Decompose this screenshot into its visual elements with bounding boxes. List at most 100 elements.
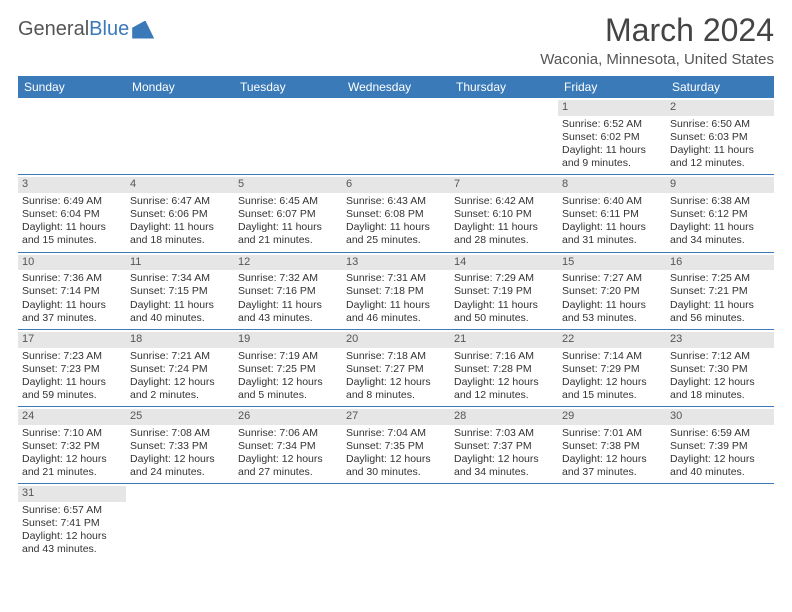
daylight-text: Daylight: 12 hours [130, 453, 230, 466]
daylight-text: and 25 minutes. [346, 234, 446, 247]
daylight-text: and 12 minutes. [670, 157, 770, 170]
day-number: 23 [666, 332, 774, 348]
daylight-text: and 43 minutes. [22, 543, 122, 556]
sunset-text: Sunset: 6:11 PM [562, 208, 662, 221]
brand-part2: Blue [89, 18, 129, 41]
calendar-day: 8Sunrise: 6:40 AMSunset: 6:11 PMDaylight… [558, 175, 666, 252]
day-header: Sunday [18, 76, 126, 98]
calendar-week: 3Sunrise: 6:49 AMSunset: 6:04 PMDaylight… [18, 175, 774, 252]
sunset-text: Sunset: 7:29 PM [562, 363, 662, 376]
sunrise-text: Sunrise: 6:52 AM [562, 118, 662, 131]
sunset-text: Sunset: 7:24 PM [130, 363, 230, 376]
daylight-text: and 21 minutes. [22, 466, 122, 479]
day-number: 2 [666, 100, 774, 116]
calendar-table: SundayMondayTuesdayWednesdayThursdayFrid… [18, 76, 774, 561]
day-number: 16 [666, 255, 774, 271]
daylight-text: and 21 minutes. [238, 234, 338, 247]
day-number: 24 [18, 409, 126, 425]
daylight-text: and 40 minutes. [130, 312, 230, 325]
daylight-text: Daylight: 12 hours [454, 453, 554, 466]
daylight-text: and 12 minutes. [454, 389, 554, 402]
daylight-text: Daylight: 11 hours [130, 221, 230, 234]
day-number: 18 [126, 332, 234, 348]
calendar-day: 22Sunrise: 7:14 AMSunset: 7:29 PMDayligh… [558, 329, 666, 406]
sunrise-text: Sunrise: 6:59 AM [670, 427, 770, 440]
calendar-day: 4Sunrise: 6:47 AMSunset: 6:06 PMDaylight… [126, 175, 234, 252]
sunset-text: Sunset: 7:27 PM [346, 363, 446, 376]
daylight-text: Daylight: 12 hours [670, 453, 770, 466]
sunrise-text: Sunrise: 7:21 AM [130, 350, 230, 363]
day-header: Wednesday [342, 76, 450, 98]
daylight-text: and 30 minutes. [346, 466, 446, 479]
sunset-text: Sunset: 7:38 PM [562, 440, 662, 453]
sunset-text: Sunset: 7:39 PM [670, 440, 770, 453]
calendar-empty [234, 484, 342, 561]
daylight-text: Daylight: 11 hours [22, 221, 122, 234]
sunrise-text: Sunrise: 7:19 AM [238, 350, 338, 363]
header: GeneralBlue March 2024 Waconia, Minnesot… [18, 12, 774, 74]
daylight-text: Daylight: 11 hours [562, 144, 662, 157]
day-number: 30 [666, 409, 774, 425]
daylight-text: Daylight: 11 hours [238, 299, 338, 312]
calendar-day: 16Sunrise: 7:25 AMSunset: 7:21 PMDayligh… [666, 252, 774, 329]
sunrise-text: Sunrise: 7:27 AM [562, 272, 662, 285]
daylight-text: Daylight: 11 hours [346, 221, 446, 234]
sunrise-text: Sunrise: 7:31 AM [346, 272, 446, 285]
brand-part1: General [18, 18, 89, 41]
daylight-text: Daylight: 11 hours [238, 221, 338, 234]
calendar-week: 24Sunrise: 7:10 AMSunset: 7:32 PMDayligh… [18, 407, 774, 484]
sunset-text: Sunset: 6:12 PM [670, 208, 770, 221]
day-number: 13 [342, 255, 450, 271]
sunrise-text: Sunrise: 6:50 AM [670, 118, 770, 131]
day-header: Thursday [450, 76, 558, 98]
daylight-text: Daylight: 11 hours [670, 144, 770, 157]
daylight-text: and 40 minutes. [670, 466, 770, 479]
calendar-day: 31Sunrise: 6:57 AMSunset: 7:41 PMDayligh… [18, 484, 126, 561]
calendar-day: 28Sunrise: 7:03 AMSunset: 7:37 PMDayligh… [450, 407, 558, 484]
calendar-empty [18, 98, 126, 175]
daylight-text: Daylight: 11 hours [346, 299, 446, 312]
calendar-week: 1Sunrise: 6:52 AMSunset: 6:02 PMDaylight… [18, 98, 774, 175]
daylight-text: Daylight: 12 hours [130, 376, 230, 389]
brand-sail-icon [132, 21, 154, 39]
day-number: 19 [234, 332, 342, 348]
calendar-day: 3Sunrise: 6:49 AMSunset: 6:04 PMDaylight… [18, 175, 126, 252]
sunset-text: Sunset: 7:15 PM [130, 285, 230, 298]
daylight-text: Daylight: 12 hours [238, 376, 338, 389]
sunrise-text: Sunrise: 7:01 AM [562, 427, 662, 440]
sunrise-text: Sunrise: 7:34 AM [130, 272, 230, 285]
calendar-day: 23Sunrise: 7:12 AMSunset: 7:30 PMDayligh… [666, 329, 774, 406]
daylight-text: and 18 minutes. [670, 389, 770, 402]
sunrise-text: Sunrise: 7:23 AM [22, 350, 122, 363]
calendar-day: 7Sunrise: 6:42 AMSunset: 6:10 PMDaylight… [450, 175, 558, 252]
day-number: 25 [126, 409, 234, 425]
title-block: March 2024 Waconia, Minnesota, United St… [540, 12, 774, 74]
calendar-day: 11Sunrise: 7:34 AMSunset: 7:15 PMDayligh… [126, 252, 234, 329]
day-number: 20 [342, 332, 450, 348]
calendar-day: 5Sunrise: 6:45 AMSunset: 6:07 PMDaylight… [234, 175, 342, 252]
calendar-day: 24Sunrise: 7:10 AMSunset: 7:32 PMDayligh… [18, 407, 126, 484]
calendar-day: 9Sunrise: 6:38 AMSunset: 6:12 PMDaylight… [666, 175, 774, 252]
day-header: Friday [558, 76, 666, 98]
daylight-text: Daylight: 12 hours [670, 376, 770, 389]
daylight-text: and 53 minutes. [562, 312, 662, 325]
daylight-text: Daylight: 12 hours [346, 376, 446, 389]
daylight-text: and 50 minutes. [454, 312, 554, 325]
daylight-text: and 2 minutes. [130, 389, 230, 402]
daylight-text: and 9 minutes. [562, 157, 662, 170]
sunset-text: Sunset: 7:35 PM [346, 440, 446, 453]
sunrise-text: Sunrise: 7:32 AM [238, 272, 338, 285]
sunset-text: Sunset: 6:07 PM [238, 208, 338, 221]
calendar-day: 14Sunrise: 7:29 AMSunset: 7:19 PMDayligh… [450, 252, 558, 329]
daylight-text: and 15 minutes. [562, 389, 662, 402]
sunset-text: Sunset: 7:18 PM [346, 285, 446, 298]
day-number: 3 [18, 177, 126, 193]
calendar-week: 31Sunrise: 6:57 AMSunset: 7:41 PMDayligh… [18, 484, 774, 561]
daylight-text: and 24 minutes. [130, 466, 230, 479]
daylight-text: Daylight: 11 hours [670, 299, 770, 312]
day-number: 28 [450, 409, 558, 425]
daylight-text: Daylight: 12 hours [454, 376, 554, 389]
daylight-text: Daylight: 12 hours [562, 453, 662, 466]
sunset-text: Sunset: 7:21 PM [670, 285, 770, 298]
day-number: 21 [450, 332, 558, 348]
